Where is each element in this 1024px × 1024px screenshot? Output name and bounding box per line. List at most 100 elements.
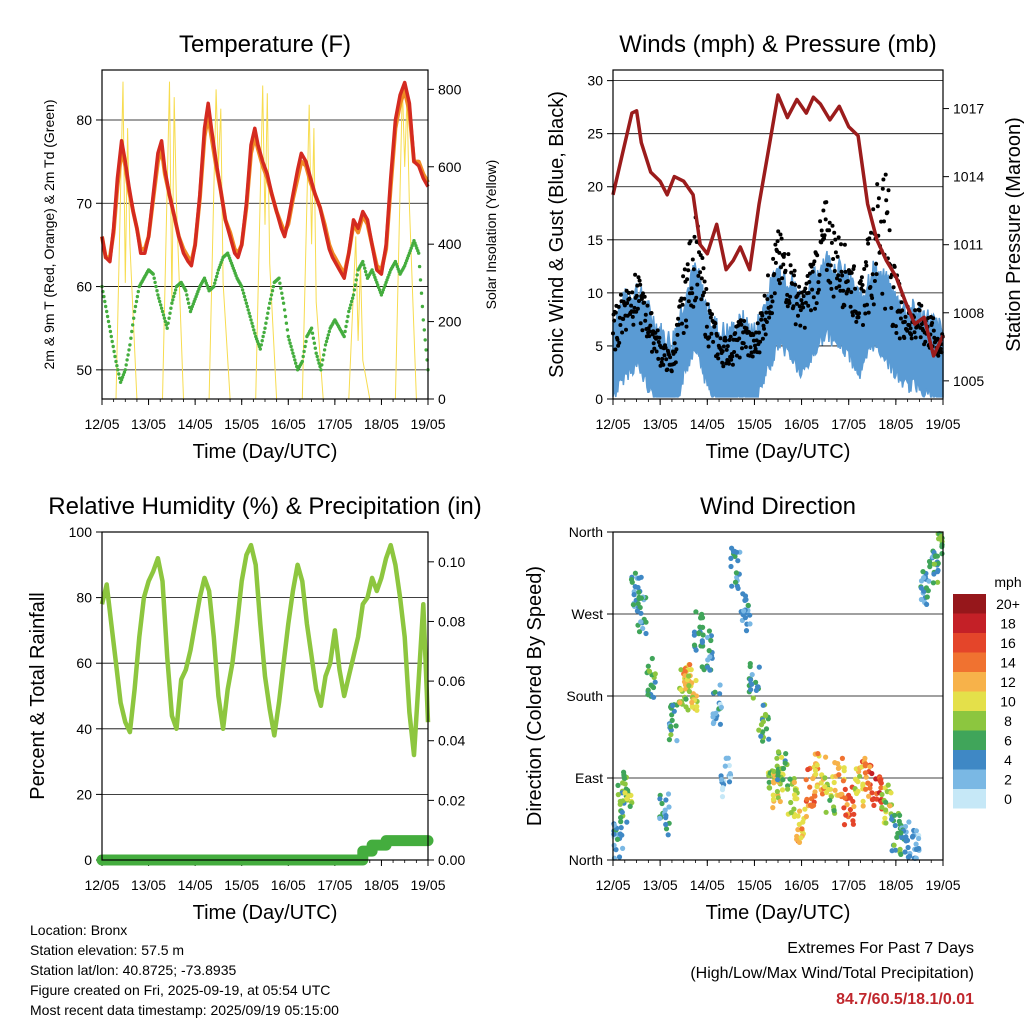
gust-point xyxy=(913,308,918,313)
direction-point xyxy=(910,833,916,839)
direction-point xyxy=(720,785,726,791)
direction-point xyxy=(883,820,889,826)
gust-point xyxy=(674,347,679,352)
gust-point xyxy=(648,323,653,328)
dewpoint-point xyxy=(288,341,292,345)
gust-point xyxy=(868,285,873,289)
gust-point xyxy=(625,301,630,306)
gust-point xyxy=(801,305,806,310)
dewpoint-point xyxy=(124,363,128,367)
dewpoint-point xyxy=(264,321,268,325)
dewpoint-point xyxy=(102,294,106,299)
gust-point xyxy=(654,349,659,354)
direction-point xyxy=(924,594,930,600)
gust-point xyxy=(918,335,923,340)
gust-point xyxy=(798,323,803,328)
y2-tick-label: 0.02 xyxy=(438,792,465,808)
y-tick-label: North xyxy=(569,852,603,868)
direction-point xyxy=(803,777,809,783)
gust-point xyxy=(669,369,674,374)
gust-point xyxy=(680,302,685,307)
direction-point xyxy=(822,784,828,790)
gust-point xyxy=(770,299,775,304)
temp-2m-line xyxy=(100,80,430,280)
gust-point xyxy=(617,340,622,345)
direction-point xyxy=(624,796,630,802)
gust-point xyxy=(891,285,896,290)
gust-point xyxy=(802,325,807,330)
direction-point xyxy=(747,621,753,627)
direction-point xyxy=(795,813,801,819)
dewpoint-point xyxy=(265,316,269,320)
direction-point xyxy=(903,838,909,844)
gust-point xyxy=(753,346,758,351)
dewpoint-point xyxy=(262,330,266,335)
gust-point xyxy=(708,315,713,320)
gust-point xyxy=(861,289,866,294)
gust-point xyxy=(801,294,806,299)
direction-point xyxy=(717,691,723,697)
dewpoint-point xyxy=(115,364,119,368)
dewpoint-point xyxy=(346,314,350,319)
dewpoint-point xyxy=(354,278,358,282)
y-tick-label: East xyxy=(575,770,603,786)
gust-point xyxy=(780,276,785,281)
gust-point xyxy=(827,228,832,233)
dewpoint-point xyxy=(293,358,297,362)
gust-point xyxy=(822,233,827,238)
gust-point xyxy=(900,308,905,313)
gust-point xyxy=(796,313,800,318)
y2-tick-label: 1005 xyxy=(953,373,984,389)
x-tick-label: 12/05 xyxy=(84,416,119,432)
gust-point xyxy=(649,311,654,315)
gust-point xyxy=(778,232,783,237)
dewpoint-point xyxy=(362,263,366,267)
gust-point xyxy=(872,279,877,283)
gust-point xyxy=(785,304,790,309)
station-location: Location: Bronx xyxy=(30,922,128,938)
y-tick-label: 0 xyxy=(595,391,603,407)
direction-point xyxy=(913,828,920,834)
y-tick-label: 30 xyxy=(587,73,603,89)
direction-point xyxy=(743,628,750,634)
gust-point xyxy=(620,330,625,335)
dewpoint-point xyxy=(105,314,110,319)
gust-point xyxy=(885,210,890,215)
direction-point xyxy=(791,792,798,798)
temp-9m-line xyxy=(100,88,430,277)
gust-point xyxy=(664,357,669,362)
dewpoint-point xyxy=(167,316,171,320)
direction-point xyxy=(700,632,706,638)
dewpoint-point xyxy=(129,336,133,340)
direction-point xyxy=(742,597,748,604)
direction-point xyxy=(766,779,772,785)
direction-point xyxy=(732,579,739,585)
gust-point xyxy=(686,299,691,304)
dewpoint-point xyxy=(159,303,163,307)
station-elevation: Station elevation: 57.5 m xyxy=(30,942,185,958)
colorbar-swatch xyxy=(953,711,986,731)
direction-point xyxy=(659,800,665,807)
gust-point xyxy=(753,343,757,348)
dewpoint-point xyxy=(326,333,330,337)
direction-point xyxy=(935,560,941,567)
direction-point xyxy=(763,713,769,719)
direction-point xyxy=(663,813,669,819)
gust-point xyxy=(897,336,902,341)
direction-point xyxy=(797,808,803,814)
direction-point xyxy=(803,813,810,820)
gust-point xyxy=(685,262,690,267)
direction-point xyxy=(913,846,920,853)
gust-point xyxy=(707,335,712,340)
gust-point xyxy=(684,318,688,323)
direction-point xyxy=(683,686,689,692)
direction-point xyxy=(831,779,837,786)
direction-point xyxy=(646,668,653,675)
gust-point xyxy=(789,270,794,275)
direction-point xyxy=(822,775,828,781)
gust-point xyxy=(643,312,648,317)
gust-point xyxy=(874,272,879,277)
gust-point xyxy=(681,331,686,335)
direction-point xyxy=(812,767,819,774)
gust-point xyxy=(919,303,924,308)
